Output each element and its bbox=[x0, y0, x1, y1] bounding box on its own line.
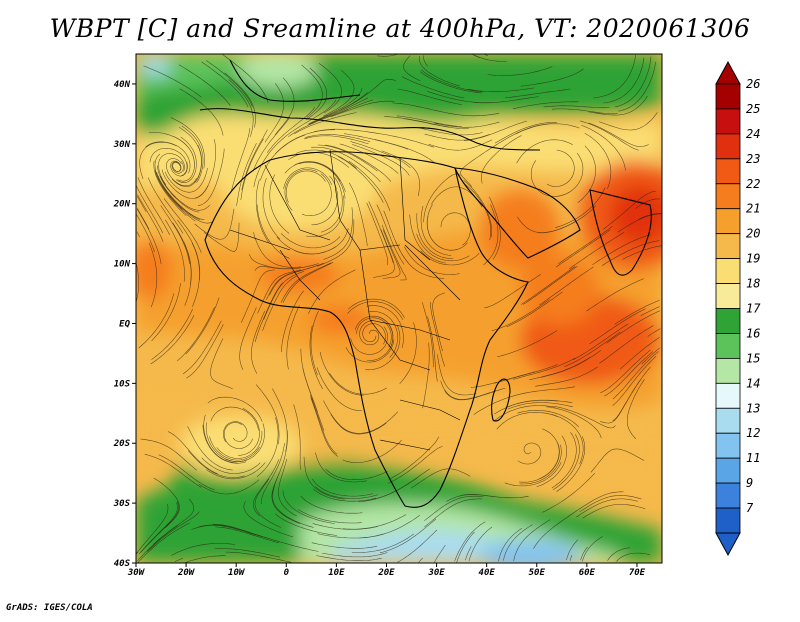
colorbar-swatch bbox=[715, 432, 741, 459]
lon-tick-label: 0 bbox=[284, 568, 290, 578]
lon-tick-label: 40E bbox=[479, 568, 496, 578]
madagascar-coast bbox=[491, 378, 511, 422]
lat-tick-label: 10N bbox=[114, 260, 131, 270]
lon-tick-label: 20E bbox=[377, 568, 395, 578]
chart-title: WBPT [C] and Sreamline at 400hPa, VT: 20… bbox=[49, 14, 751, 43]
lon-tick-label: 10E bbox=[328, 568, 345, 578]
colorbar-swatch bbox=[715, 83, 741, 110]
field-paleblue-north bbox=[238, 54, 318, 88]
lat-tick-label: 40S bbox=[114, 559, 131, 569]
colorbar-level-label: 18 bbox=[746, 277, 760, 291]
colorbar-level-label: 13 bbox=[746, 401, 760, 415]
lat-tick-label: 30N bbox=[113, 140, 131, 150]
field-yellow-vortex bbox=[220, 140, 380, 230]
colorbar-swatch bbox=[715, 133, 741, 160]
lat-tick-label: 40N bbox=[114, 80, 131, 90]
colorbar-swatch bbox=[715, 507, 741, 534]
india-coast bbox=[589, 189, 652, 276]
streamlines bbox=[136, 54, 662, 563]
colorbar-level-label: 15 bbox=[746, 351, 760, 365]
colorbar-level-label: 26 bbox=[746, 77, 760, 91]
lon-tick-label: 30E bbox=[427, 568, 445, 578]
grads-credit: GrADS: IGES/COLA bbox=[6, 603, 93, 613]
lon-tick-label: 60E bbox=[579, 568, 596, 578]
colorbar-swatch bbox=[715, 357, 741, 384]
lat-tick-label: 10S bbox=[114, 379, 131, 389]
colorbar-level-label: 22 bbox=[746, 177, 760, 191]
field-darkblue-south bbox=[480, 539, 580, 563]
iberia-coast bbox=[229, 59, 361, 102]
colorbar-swatch bbox=[715, 258, 741, 284]
arabia-coast bbox=[454, 167, 581, 259]
colorbar-level-label: 17 bbox=[746, 302, 761, 316]
field-blue-north bbox=[139, 56, 171, 76]
colorbar-swatch bbox=[715, 108, 741, 135]
field-orange-africa bbox=[260, 257, 340, 293]
colorbar-level-label: 25 bbox=[746, 102, 760, 116]
mediterranean-coast bbox=[199, 108, 541, 151]
colorbar: 26 25 24 23 22 21 20 19 18 17 16 15 14 13 12 11 9 7 bbox=[715, 60, 761, 557]
africa-coast bbox=[204, 151, 529, 508]
field-green-sw-tongue bbox=[170, 465, 200, 515]
colorbar-level-label: 11 bbox=[746, 451, 760, 465]
field-orange-west bbox=[136, 240, 172, 300]
colorbar-swatch bbox=[715, 308, 741, 334]
field-orange-arabia bbox=[480, 190, 560, 270]
colorbar-level-label: 16 bbox=[746, 326, 760, 340]
lon-tick-label: 30W bbox=[127, 568, 146, 578]
lon-tick-label: 50E bbox=[529, 568, 546, 578]
colorbar-swatch bbox=[715, 208, 741, 235]
colorbar-level-label: 12 bbox=[746, 426, 760, 440]
colorbar-swatch bbox=[715, 183, 741, 210]
coastlines bbox=[199, 59, 652, 508]
lat-tick-label: 20N bbox=[113, 200, 131, 210]
colorbar-level-label: 7 bbox=[746, 501, 754, 515]
colorbar-level-label: 23 bbox=[746, 152, 760, 166]
colorbar-swatch bbox=[715, 457, 741, 484]
field-darkred-india bbox=[610, 185, 662, 245]
colorbar-swatch bbox=[715, 482, 741, 509]
colorbar-arrow-bottom bbox=[715, 532, 741, 557]
lat-tick-label: 30S bbox=[113, 499, 131, 509]
lon-tick-label: 70E bbox=[629, 568, 646, 578]
colorbar-level-label: 24 bbox=[746, 127, 760, 141]
colorbar-level-label: 20 bbox=[746, 227, 760, 241]
axis-labels: 30W 20W 10W 0 10E 20E 30E 40E 50E 60E 70E 40N 30N 20N… bbox=[113, 80, 646, 578]
streamline-paths bbox=[136, 54, 662, 563]
colorbar-level-label: 9 bbox=[746, 476, 753, 490]
colorbar-swatch bbox=[715, 407, 741, 434]
colorbar-level-label: 14 bbox=[746, 376, 760, 390]
colorbar-arrow-top bbox=[715, 60, 741, 85]
colorbar-swatch bbox=[715, 333, 741, 359]
country-borders bbox=[229, 149, 461, 451]
lat-tick-label: 20S bbox=[113, 439, 131, 449]
colorbar-swatch bbox=[715, 283, 741, 309]
colorbar-swatch bbox=[715, 382, 741, 409]
map-frame bbox=[135, 53, 663, 564]
field-orange-io bbox=[520, 255, 600, 325]
lat-tick-label: EQ bbox=[119, 319, 130, 329]
colorbar-level-label: 19 bbox=[746, 252, 760, 266]
wbpt-field bbox=[136, 54, 662, 563]
colorbar-swatch bbox=[715, 158, 741, 185]
colorbar-level-label: 21 bbox=[746, 202, 760, 216]
lon-tick-label: 10W bbox=[228, 568, 246, 578]
lon-tick-label: 20W bbox=[177, 568, 196, 578]
colorbar-swatch bbox=[715, 233, 741, 260]
